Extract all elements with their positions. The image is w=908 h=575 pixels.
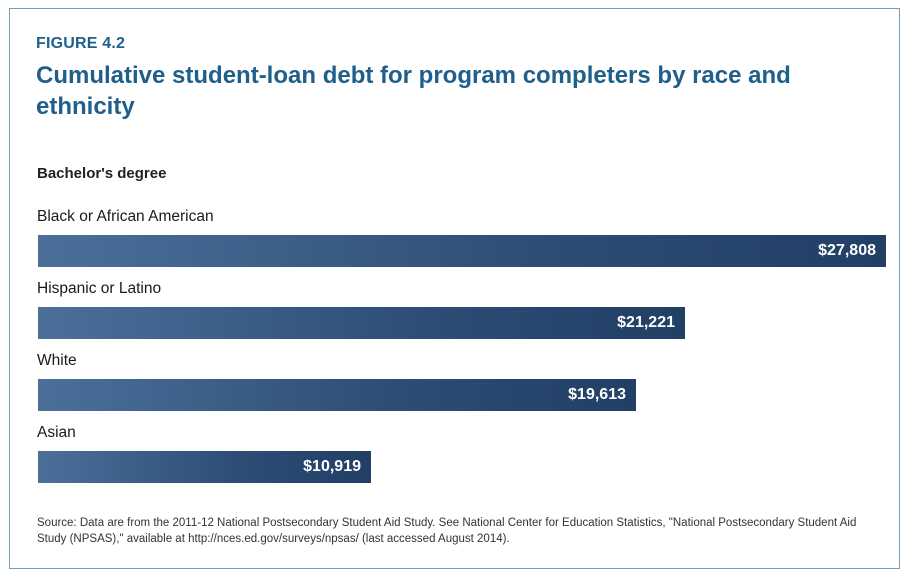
- bar-value-label: $27,808: [818, 242, 876, 259]
- bar: $10,919: [38, 451, 371, 483]
- bar-value-label: $10,919: [303, 458, 361, 475]
- chart-subtitle: Bachelor's degree: [37, 165, 167, 182]
- figure-label: FIGURE 4.2: [36, 35, 126, 52]
- category-label: Hispanic or Latino: [37, 280, 162, 297]
- figure-title: Cumulative student-loan debt for program…: [36, 62, 791, 120]
- category-label: White: [37, 352, 77, 369]
- bar: $21,221: [38, 307, 685, 339]
- bar-value-label: $21,221: [617, 314, 675, 331]
- source-note: Source: Data are from the 2011-12 Nation…: [37, 517, 857, 545]
- bar: $27,808: [38, 235, 886, 267]
- bar: $19,613: [38, 379, 636, 411]
- category-label: Asian: [37, 424, 76, 441]
- bar-value-label: $19,613: [568, 386, 626, 403]
- category-label: Black or African American: [37, 208, 214, 225]
